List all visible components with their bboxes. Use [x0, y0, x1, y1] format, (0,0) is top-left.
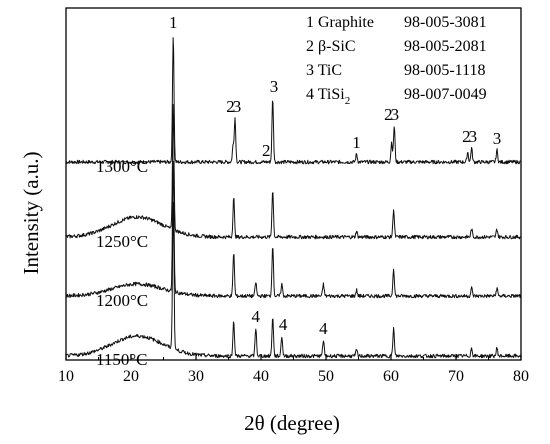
- peak-label: 1: [169, 13, 178, 32]
- peak-label: 3: [270, 77, 279, 96]
- x-axis: 10 20 30 40 50 60 70 80: [58, 354, 529, 385]
- x-tick-label: 20: [123, 368, 139, 385]
- legend-entry-phase: 1 Graphite: [306, 14, 374, 31]
- peak-label: 1: [352, 133, 361, 152]
- legend-entry-card: 98-005-1118: [404, 62, 485, 79]
- y-axis-title: Intensity (a.u.): [19, 151, 43, 274]
- curve-label-1300: 1300°C: [96, 157, 148, 176]
- x-tick-label: 60: [383, 368, 399, 385]
- legend-entry-phase: 4 TiSi2: [306, 86, 350, 107]
- trace-1150: [65, 202, 522, 359]
- trace-1250: [65, 103, 522, 240]
- trace-1200: [65, 160, 522, 299]
- peak-label: 4: [279, 315, 288, 334]
- legend-entry-card: 98-005-2081: [404, 38, 487, 55]
- peak-label: 4: [252, 307, 261, 326]
- peak-label: 3: [493, 129, 502, 148]
- peak-label: 2: [462, 127, 471, 146]
- peak-label: 2: [262, 141, 271, 160]
- legend-entry-phase: 2 β-SiC: [306, 38, 355, 55]
- x-tick-label: 80: [513, 368, 529, 385]
- legend-entry-phase: 3 TiC: [306, 62, 342, 79]
- legend-entry-card: 98-005-3081: [404, 14, 487, 31]
- trace-1300: [65, 37, 522, 165]
- legend-entry-card: 98-007-0049: [404, 86, 487, 103]
- x-tick-label: 50: [318, 368, 334, 385]
- curve-label-1200: 1200°C: [96, 291, 148, 310]
- x-tick-label: 30: [188, 368, 204, 385]
- curve-label-1250: 1250°C: [96, 232, 148, 251]
- peak-label: 3: [233, 97, 242, 116]
- x-tick-label: 10: [58, 368, 74, 385]
- peak-label: 2: [384, 105, 393, 124]
- peak-label: 3: [391, 105, 400, 124]
- peak-label: 3: [469, 127, 478, 146]
- x-axis-title: 2θ (degree): [244, 411, 340, 435]
- legend: 1 Graphite 98-005-3081 2 β-SiC 98-005-2081 3…: [306, 14, 487, 107]
- x-tick-label: 40: [253, 368, 269, 385]
- temperature-labels: 1300°C 1250°C 1200°C 1150°C: [96, 157, 148, 369]
- curve-label-1150: 1150°C: [96, 350, 148, 369]
- peak-label: 4: [319, 319, 328, 338]
- xrd-traces: [65, 37, 522, 359]
- peak-label: 2: [226, 97, 235, 116]
- x-tick-label: 70: [448, 368, 464, 385]
